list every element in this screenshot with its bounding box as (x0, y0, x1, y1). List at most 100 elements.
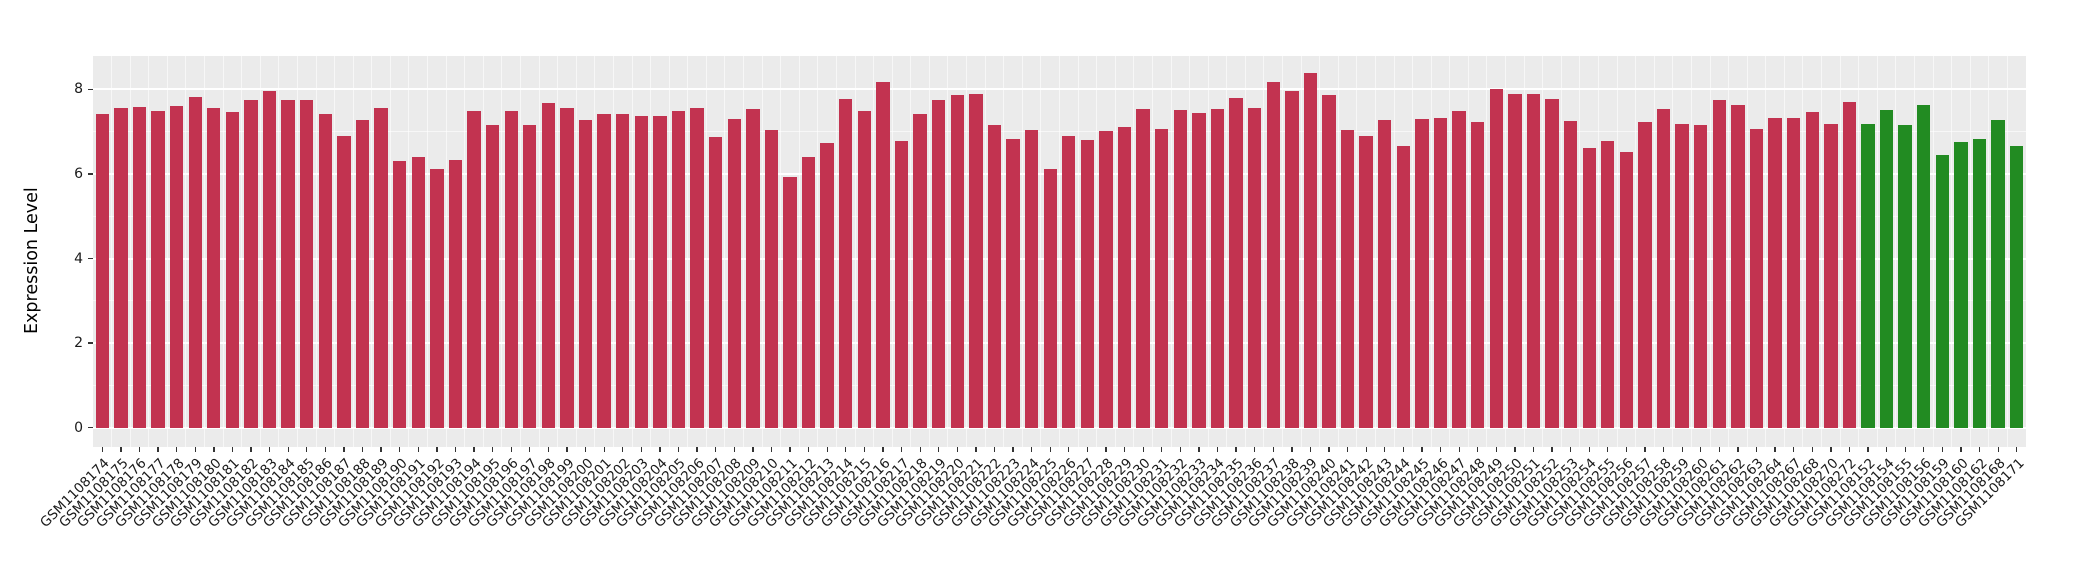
x-tick-mark (529, 447, 531, 452)
gridline-vertical (650, 56, 652, 447)
bar-GSM1108217 (894, 141, 909, 428)
x-tick-mark (770, 447, 773, 452)
gridline-vertical (724, 56, 726, 447)
bar-GSM1108201 (597, 114, 611, 428)
gridline-vertical (1486, 56, 1488, 447)
x-tick-mark (417, 447, 419, 452)
bar-GSM1108206 (690, 108, 704, 428)
x-tick-mark (1309, 447, 1312, 452)
x-tick-mark (231, 447, 234, 452)
y-tick-mark (87, 257, 93, 260)
gridline-vertical (408, 56, 410, 447)
bar-GSM1108244 (1396, 146, 1411, 428)
x-tick-mark (436, 447, 438, 452)
gridline-vertical (1951, 56, 1953, 447)
bar-GSM1108185 (300, 99, 314, 428)
x-tick-mark (1570, 447, 1572, 452)
bar-GSM1108177 (151, 110, 165, 428)
x-tick-mark (826, 447, 828, 452)
gridline-vertical (631, 56, 633, 447)
bar-GSM1108196 (504, 110, 518, 428)
x-tick-mark (492, 447, 494, 452)
bar-GSM1108240 (1322, 95, 1336, 428)
x-tick-mark (157, 447, 159, 452)
bar-GSM1108232 (1173, 110, 1187, 428)
x-tick-mark (1346, 447, 1349, 452)
x-tick-mark (1662, 447, 1665, 452)
bar-GSM1108259 (1675, 123, 1689, 428)
x-tick-mark (1031, 447, 1033, 452)
gridline-vertical (1505, 56, 1507, 447)
gridline-vertical (1133, 56, 1135, 447)
bar-GSM1108238 (1285, 91, 1299, 428)
bar-GSM1108184 (281, 99, 295, 428)
gridline-vertical (1653, 56, 1655, 447)
x-tick-mark (1644, 447, 1646, 452)
x-tick-mark (1328, 447, 1330, 452)
gridline-vertical (743, 56, 745, 447)
gridline-vertical (148, 56, 150, 447)
x-tick-mark (1607, 447, 1609, 452)
x-tick-mark (1012, 447, 1014, 452)
bar-GSM1108242 (1359, 135, 1373, 428)
bar-GSM1108214 (839, 98, 853, 428)
gridline-vertical (1969, 56, 1971, 447)
gridline-vertical (538, 56, 540, 447)
x-tick-mark (715, 447, 717, 452)
bar-GSM1108254 (1582, 147, 1596, 428)
bar-GSM1108236 (1247, 108, 1262, 428)
gridline-vertical (371, 56, 373, 447)
gridline-vertical (1226, 56, 1228, 447)
x-tick-mark (566, 447, 568, 452)
x-tick-mark (1291, 447, 1293, 452)
gridline-vertical (780, 56, 782, 447)
x-tick-mark (1625, 447, 1628, 452)
bar-GSM1108241 (1340, 129, 1355, 428)
gridline-vertical (1690, 56, 1692, 447)
bar-GSM1108162 (1972, 139, 1987, 428)
x-tick-mark (268, 447, 271, 452)
x-tick-mark (361, 447, 364, 452)
gridline-vertical (1114, 56, 1116, 447)
bar-GSM1108199 (560, 107, 574, 428)
bar-GSM1108272 (1842, 102, 1857, 428)
x-tick-mark (1439, 447, 1442, 452)
bar-GSM1108160 (1954, 141, 1968, 428)
bar-GSM1108171 (2010, 145, 2024, 428)
gridline-vertical (501, 56, 503, 447)
bar-GSM1108209 (746, 109, 760, 428)
bar-GSM1108200 (578, 120, 593, 428)
gridline-vertical (687, 56, 689, 447)
y-axis-tick-label: 8 (74, 81, 83, 98)
y-axis-tick-label: 6 (74, 165, 83, 182)
bar-GSM1108154 (1879, 110, 1894, 428)
bar-GSM1108218 (913, 114, 927, 428)
x-tick-mark (845, 447, 847, 452)
y-axis-title: Expression Level (22, 186, 42, 334)
gridline-vertical (1021, 56, 1023, 447)
x-tick-mark (287, 447, 289, 452)
gridline-vertical (984, 56, 986, 447)
x-tick-mark (1811, 447, 1813, 452)
gridline-vertical (482, 56, 484, 447)
x-tick-mark (789, 447, 791, 452)
bar-GSM1108230 (1136, 109, 1150, 428)
x-tick-mark (1830, 447, 1832, 452)
bar-GSM1108235 (1229, 98, 1243, 428)
x-tick-mark (993, 447, 996, 452)
bar-GSM1108250 (1508, 94, 1522, 428)
x-tick-mark (250, 447, 252, 452)
x-tick-mark (900, 447, 903, 452)
bar-GSM1108189 (374, 107, 388, 428)
gridline-vertical (1151, 56, 1153, 447)
bar-GSM1108192 (430, 169, 444, 428)
gridline-vertical (1430, 56, 1432, 447)
bar-GSM1108203 (634, 115, 648, 428)
gridline-vertical (817, 56, 819, 447)
bar-GSM1108219 (931, 99, 946, 428)
gridline-vertical (557, 56, 559, 447)
x-tick-mark (919, 447, 921, 452)
gridline-vertical (1765, 56, 1767, 447)
gridline-vertical (1635, 56, 1637, 447)
